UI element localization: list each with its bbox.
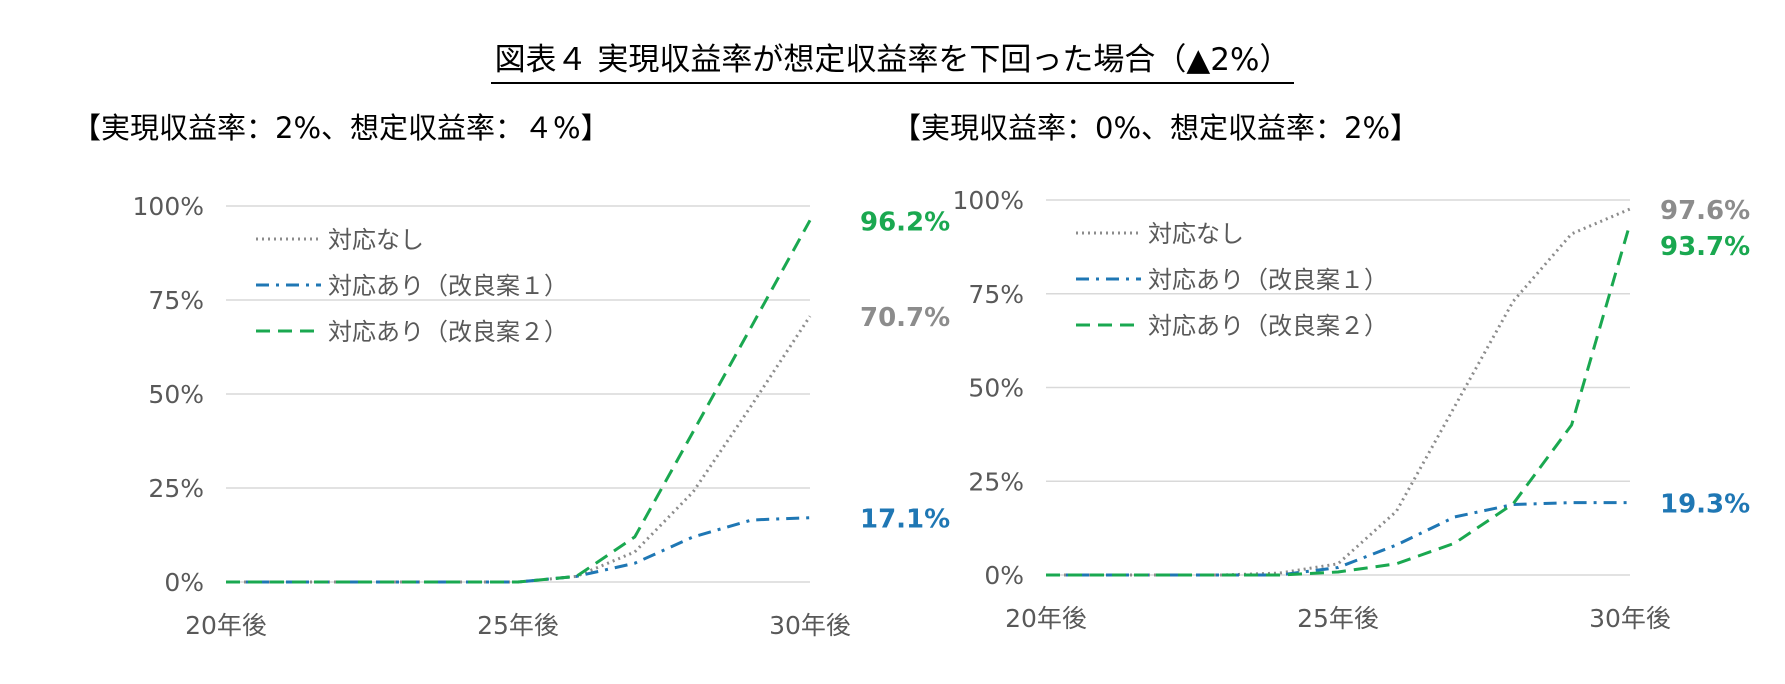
x-tick-label: 20年後: [1005, 604, 1087, 633]
legend-label: 対応なし: [328, 226, 424, 254]
legend-label: 対応なし: [1148, 220, 1244, 248]
y-tick-label: 25%: [968, 467, 1024, 496]
y-tick-label: 0%: [164, 568, 204, 597]
data-label: 70.7%: [860, 303, 950, 333]
data-label: 97.6%: [1660, 196, 1750, 226]
legend-label: 対応あり（改良案１）: [328, 272, 568, 300]
data-label: 19.3%: [1660, 490, 1750, 520]
legend-label: 対応あり（改良案２）: [1148, 312, 1388, 340]
y-tick-label: 25%: [148, 474, 204, 503]
data-label: 17.1%: [860, 505, 950, 535]
figure-title: 図表４ 実現収益率が想定収益率を下回った場合（▲2%）: [0, 40, 1785, 84]
legend-label: 対応あり（改良案２）: [328, 318, 568, 346]
data-label: 93.7%: [1660, 232, 1750, 262]
legend-label: 対応あり（改良案１）: [1148, 266, 1388, 294]
y-tick-label: 75%: [968, 280, 1024, 309]
series-line: [226, 315, 812, 584]
left-chart-title: 【実現収益率：2%、想定収益率：４%】: [72, 111, 610, 145]
data-label: 96.2%: [860, 207, 950, 237]
x-tick-label: 30年後: [1589, 604, 1671, 633]
x-tick-label: 30年後: [769, 611, 851, 640]
right-line-chart: 0% 25% 50% 75% 100% 20年後 25年後 30年後 97.6% 93.7% 19.…: [953, 186, 1751, 633]
y-tick-label: 50%: [968, 374, 1024, 403]
right-chart-title: 【実現収益率：0%、想定収益率：2%】: [892, 111, 1420, 145]
series-line: [1046, 207, 1631, 577]
series-line: [1046, 223, 1632, 577]
y-tick-label: 50%: [148, 380, 204, 409]
y-tick-label: 100%: [953, 186, 1024, 215]
x-tick-label: 25年後: [477, 611, 559, 640]
y-tick-label: 0%: [984, 561, 1024, 590]
y-tick-label: 75%: [148, 286, 204, 315]
y-tick-label: 100%: [133, 192, 204, 221]
series-line: [1046, 501, 1630, 577]
x-tick-label: 25年後: [1297, 604, 1379, 633]
series-line: [226, 516, 811, 584]
series-line: [226, 219, 812, 584]
left-line-chart: 0% 25% 50% 75% 100% 20年後 25年後 30年後 96.2% 70.7% 17.…: [133, 192, 951, 640]
x-tick-label: 20年後: [185, 611, 267, 640]
